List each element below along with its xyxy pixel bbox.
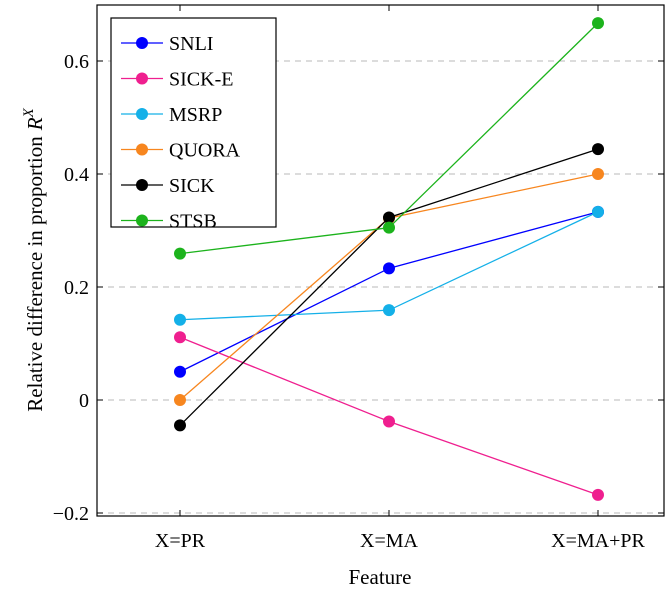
series-layer [174, 17, 604, 501]
legend: SNLI SICK-E MSRP QUORA SICK STSB [110, 17, 277, 233]
y-tick-label: 0 [79, 390, 89, 412]
data-point-msrp [592, 205, 604, 218]
legend-marker-sick-e [136, 72, 148, 85]
data-point-sick-e [174, 331, 186, 344]
y-tick-label: −0.2 [53, 503, 89, 525]
x-tick-label: X=MA [360, 530, 419, 552]
legend-label-quora: QUORA [169, 140, 241, 162]
axis-ticks: −0.2 0 0.2 0.4 0.6 X=PR X=MA X=MA+PR [53, 5, 664, 552]
data-point-snli [174, 365, 186, 378]
legend-label-stsb: STSB [169, 211, 217, 233]
y-axis-label-superscript: X [21, 107, 37, 118]
y-axis-label-text: Relative difference in proportion [23, 136, 47, 412]
y-axis-label: Relative difference in proportion RX [21, 107, 47, 411]
y-tick-label: 0.2 [64, 277, 89, 299]
legend-label-snli: SNLI [169, 33, 213, 55]
legend-marker-sick [136, 179, 148, 191]
data-point-sick-e [592, 488, 604, 501]
y-tick-label: 0.6 [64, 51, 89, 73]
data-point-sick [174, 419, 186, 432]
legend-marker-snli [136, 37, 148, 49]
legend-box [110, 17, 277, 228]
legend-marker-msrp [136, 108, 148, 120]
legend-label-sick: SICK [169, 175, 215, 197]
y-axis-label-symbol: R [23, 117, 47, 131]
x-tick-label: X=PR [155, 530, 206, 552]
data-point-sick [383, 211, 395, 224]
legend-marker-stsb [136, 214, 148, 227]
data-point-msrp [174, 313, 186, 326]
plot-frame [96, 4, 665, 517]
data-point-quora [174, 394, 186, 406]
data-point-quora [592, 168, 604, 180]
data-point-sick [592, 143, 604, 156]
y-tick-label: 0.4 [64, 164, 89, 186]
data-point-sick-e [383, 415, 395, 428]
data-point-snli [383, 262, 395, 275]
data-point-stsb [592, 17, 604, 30]
series-line-snli [179, 211, 599, 373]
legend-label-sick-e: SICK-E [169, 69, 233, 91]
data-point-stsb [174, 247, 186, 260]
x-tick-label: X=MA+PR [551, 530, 645, 552]
legend-marker-quora [136, 143, 148, 156]
data-point-msrp [383, 304, 395, 317]
x-axis-label: Feature [349, 565, 412, 589]
legend-label-msrp: MSRP [169, 104, 222, 126]
data-point-stsb [383, 221, 395, 234]
